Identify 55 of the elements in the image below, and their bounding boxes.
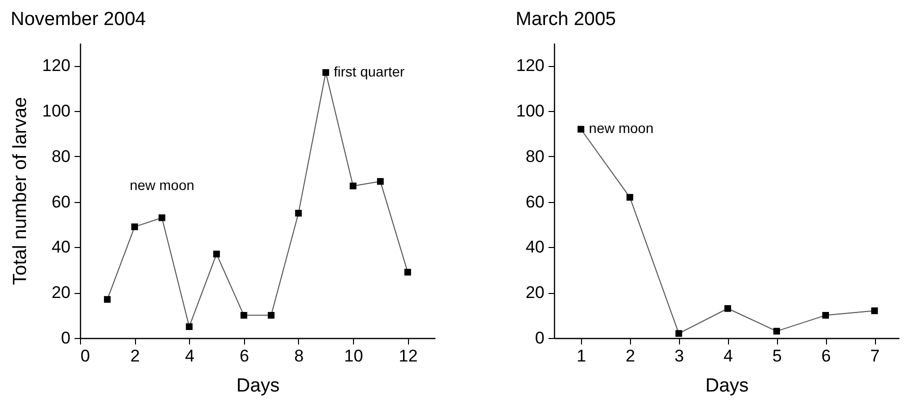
y-tick-label: 40 [52, 238, 70, 257]
x-tick-label: 12 [398, 346, 418, 366]
x-tick-label: 10 [344, 346, 364, 366]
y-tick-label: 0 [61, 328, 70, 348]
x-tick-label: 6 [240, 346, 250, 366]
point [724, 305, 732, 312]
point [626, 194, 634, 201]
y-tick-label: 80 [52, 146, 70, 166]
point [871, 307, 878, 314]
point [268, 312, 275, 319]
annotation: new moon [588, 120, 654, 136]
point [578, 126, 584, 133]
y-tick-label: 20 [52, 283, 70, 302]
point [350, 182, 356, 190]
y-tick-label: 40 [526, 238, 544, 257]
y-tick-label: 60 [526, 192, 544, 212]
x-axis-title: Days [705, 376, 749, 396]
y-tick-label: 60 [52, 192, 70, 212]
y-tick-label: 20 [526, 283, 544, 302]
y-tick-label: 100 [42, 102, 70, 121]
y-tick-label: 0 [535, 328, 544, 348]
y-tick-label: 120 [516, 56, 544, 76]
point [186, 323, 193, 330]
annotation: new moon [130, 177, 194, 194]
point [773, 328, 780, 335]
point [322, 69, 330, 76]
y-tick-label: 80 [526, 146, 544, 166]
point [131, 223, 138, 230]
x-tick-label: 4 [184, 346, 194, 366]
point [295, 210, 302, 217]
point [240, 312, 248, 319]
x-tick-label: 6 [821, 346, 831, 366]
y-axis-title: Total number of larvae [10, 97, 32, 285]
chart-title: March 2005 [516, 9, 616, 30]
x-tick-label: 2 [626, 346, 636, 366]
point [158, 214, 166, 222]
x-tick-label: 2 [130, 346, 140, 366]
point [377, 178, 384, 185]
chart-title: November 2004 [10, 9, 146, 30]
point [404, 268, 412, 276]
point [675, 330, 682, 337]
point [822, 312, 829, 319]
point [104, 296, 111, 303]
y-tick-label: 100 [516, 102, 544, 121]
x-tick-label: 7 [870, 346, 880, 366]
annotation: first quarter [334, 64, 405, 80]
x-tick-label: 0 [80, 346, 90, 366]
point [213, 250, 220, 258]
x-tick-label: 4 [723, 346, 733, 366]
x-axis-title: Days [236, 376, 280, 396]
x-tick-label: 5 [772, 346, 782, 366]
x-tick-label: 3 [674, 346, 684, 366]
x-tick-label: 1 [576, 346, 586, 366]
y-tick-label: 120 [42, 56, 70, 76]
x-tick-label: 8 [294, 346, 304, 366]
